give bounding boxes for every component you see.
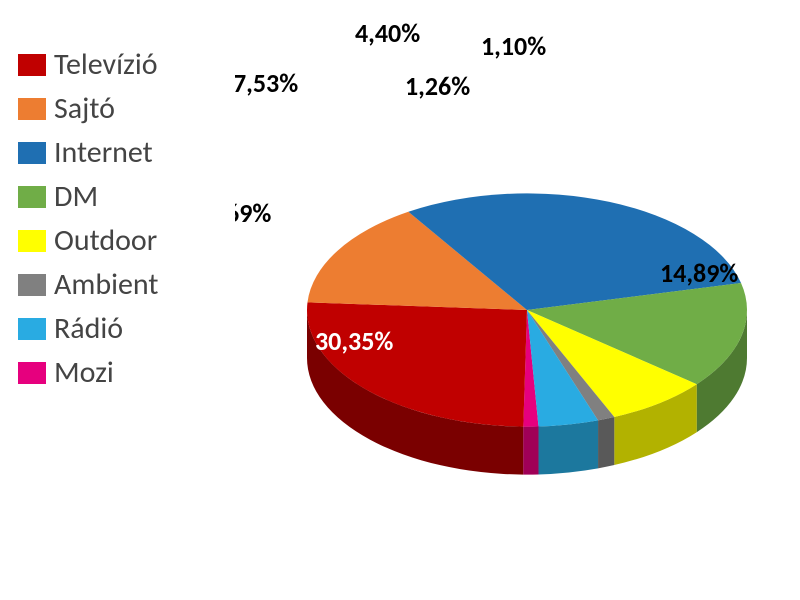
pie-label-dm: 14,69%: [235, 197, 271, 229]
legend-label-ambient: Ambient: [54, 270, 158, 300]
legend-item-televizio: Televízió: [18, 50, 158, 80]
legend-item-mozi: Mozi: [18, 358, 158, 388]
pie-chart: 1,10% 25,78% 14,89% 30,35% 14,69% 7,53% 1,26% 4…: [235, 10, 795, 570]
pie-label-sajto: 14,89%: [660, 257, 738, 289]
legend-label-outdoor: Outdoor: [54, 226, 157, 256]
legend-label-mozi: Mozi: [54, 358, 114, 388]
pie-label-outdoor: 7,53%: [235, 67, 298, 99]
legend-item-radio: Rádió: [18, 314, 158, 344]
legend-swatch-outdoor: [18, 230, 46, 252]
legend-item-dm: DM: [18, 182, 158, 212]
legend-label-dm: DM: [54, 182, 98, 212]
legend-swatch-televizio: [18, 54, 46, 76]
legend: Televízió Sajtó Internet DM Outdoor Ambient Rá…: [18, 50, 158, 402]
legend-swatch-sajto: [18, 98, 46, 120]
legend-swatch-internet: [18, 142, 46, 164]
legend-item-outdoor: Outdoor: [18, 226, 158, 256]
pie-label-mozi: 1,10%: [481, 30, 546, 62]
legend-swatch-dm: [18, 186, 46, 208]
legend-item-internet: Internet: [18, 138, 158, 168]
pie-chart-svg: 1,10% 25,78% 14,89% 30,35% 14,69% 7,53% 1,26% 4…: [235, 10, 795, 570]
chart-stage: Televízió Sajtó Internet DM Outdoor Ambient Rá…: [0, 0, 800, 600]
pie-label-ambient: 1,26%: [405, 70, 470, 102]
legend-label-televizio: Televízió: [54, 50, 158, 80]
legend-swatch-radio: [18, 318, 46, 340]
legend-item-sajto: Sajtó: [18, 94, 158, 124]
pie-label-internet: 30,35%: [315, 325, 393, 357]
legend-label-sajto: Sajtó: [54, 94, 115, 124]
legend-swatch-mozi: [18, 362, 46, 384]
pie-label-radio: 4,40%: [355, 17, 420, 49]
pie-label-televizio: 25,78%: [555, 133, 633, 165]
legend-label-radio: Rádió: [54, 314, 123, 344]
legend-swatch-ambient: [18, 274, 46, 296]
legend-item-ambient: Ambient: [18, 270, 158, 300]
legend-label-internet: Internet: [54, 138, 153, 168]
